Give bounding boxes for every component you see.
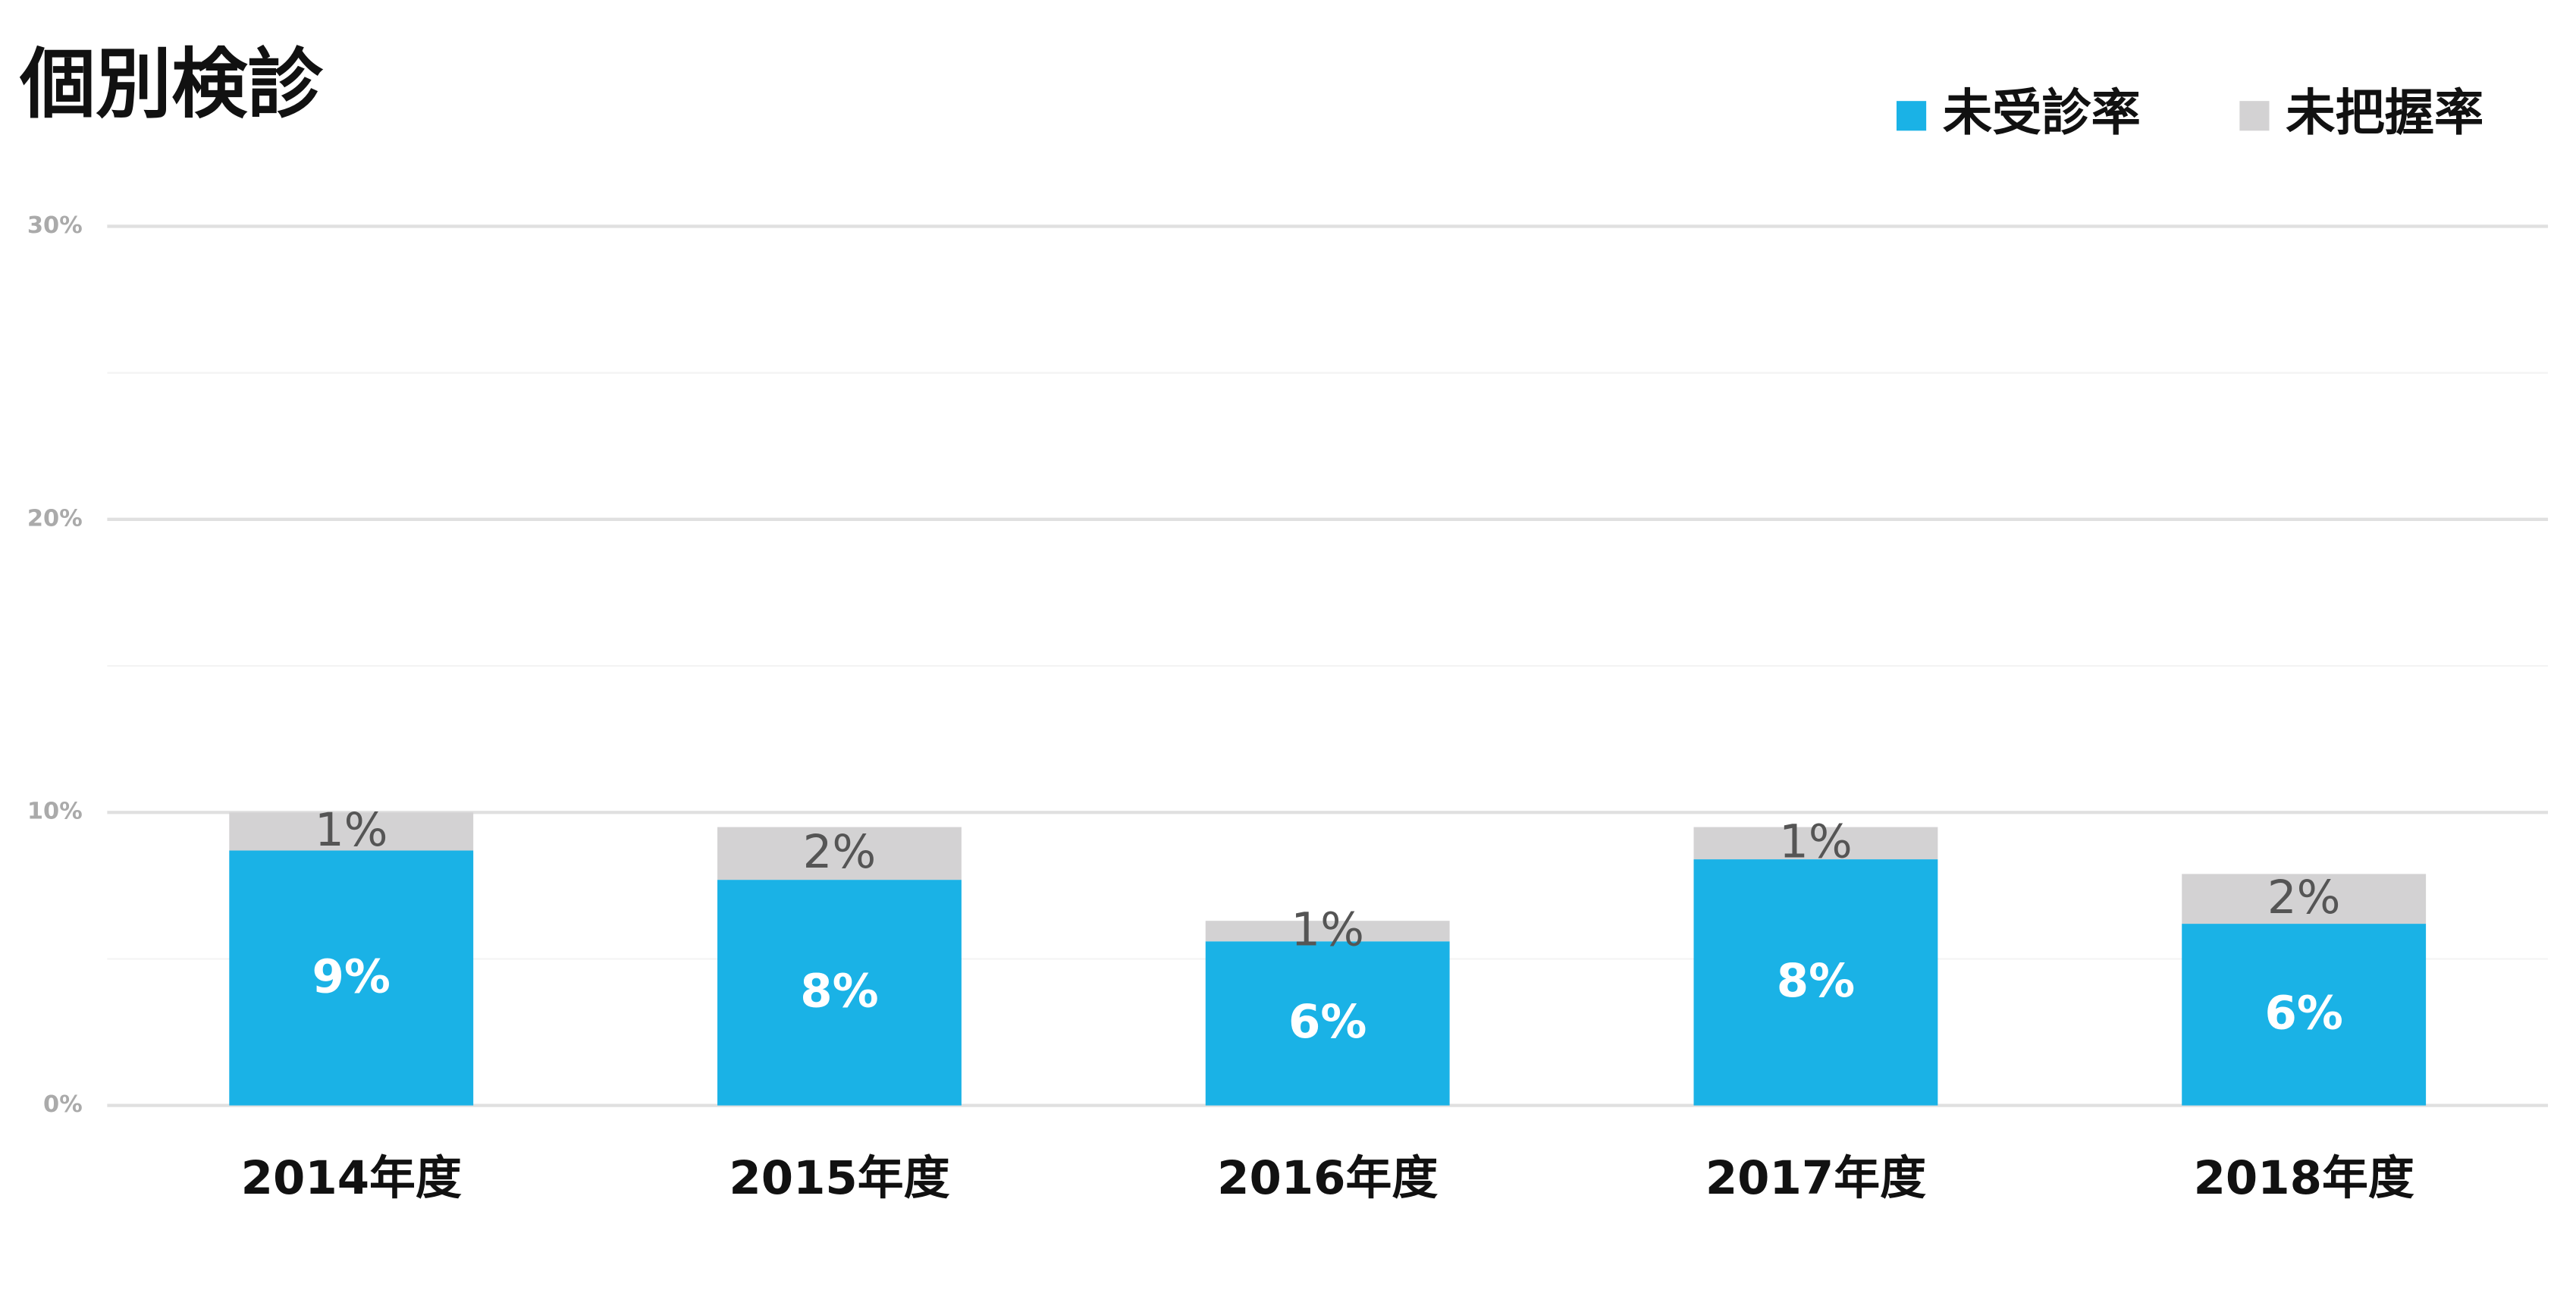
- legend-label: 未把握率: [2286, 84, 2483, 142]
- data-label: 1%: [315, 803, 388, 857]
- data-label: 2%: [803, 825, 877, 879]
- data-label: 2%: [2267, 871, 2341, 924]
- y-tick-label: 20%: [27, 505, 83, 532]
- data-label: 8%: [1777, 954, 1855, 1008]
- legend-swatch: [1896, 101, 1927, 131]
- bar-segment: [229, 812, 474, 851]
- x-tick-label: 2014年度: [241, 1151, 462, 1205]
- bar-segment: [1205, 941, 1450, 1106]
- data-label: 9%: [312, 949, 391, 1003]
- x-tick-label: 2018年度: [2194, 1151, 2414, 1205]
- bar-segment: [1693, 859, 1938, 1106]
- bar-segment: [717, 827, 962, 880]
- legend-swatch: [2239, 101, 2270, 131]
- x-tick-label: 2016年度: [1217, 1151, 1438, 1205]
- x-tick-label: 2017年度: [1705, 1151, 1926, 1205]
- bar-segment: [717, 880, 962, 1106]
- bar-segment: [2182, 874, 2427, 924]
- data-label: 6%: [2264, 987, 2342, 1040]
- y-tick-label: 10%: [27, 799, 83, 825]
- data-label: 1%: [1779, 815, 1853, 869]
- data-label: 8%: [800, 965, 878, 1019]
- bar-segment: [2182, 924, 2427, 1106]
- data-label: 1%: [1291, 902, 1364, 956]
- x-tick-label: 2015年度: [729, 1151, 949, 1205]
- bar-segment: [1693, 827, 1938, 860]
- bar-segment: [229, 850, 474, 1106]
- bar-segment: [1205, 921, 1450, 942]
- y-tick-label: 0%: [43, 1091, 83, 1118]
- chart-title: 個別検診: [19, 39, 324, 128]
- y-tick-label: 30%: [27, 212, 83, 239]
- legend-label: 未受診率: [1943, 84, 2141, 142]
- data-label: 6%: [1288, 995, 1366, 1049]
